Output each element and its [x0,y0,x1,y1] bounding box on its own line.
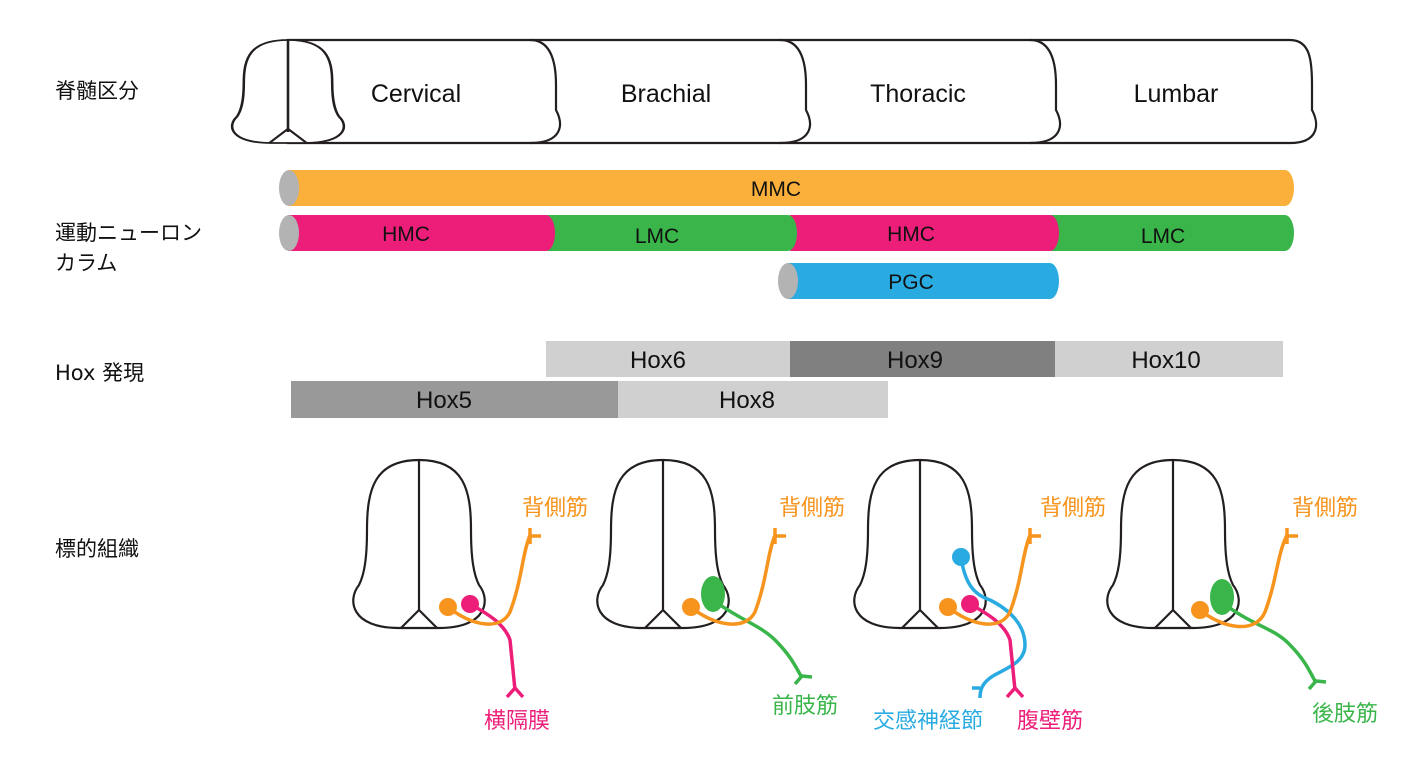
row-label-segments: 脊髄区分 [55,79,139,103]
segment-lumbar: Lumbar [1134,80,1219,108]
lmc-lumbar-label: LMC [1141,225,1185,248]
mmc-neuron [439,598,457,616]
target-abdominal-label: 腹壁筋 [1017,709,1083,734]
lmc-neuron [1210,579,1234,615]
hox6-label: Hox6 [630,347,686,374]
segment-cervical: Cervical [371,80,461,108]
hox6-bar [546,341,790,377]
hmc-cap [279,215,299,251]
pgc-neuron [952,548,970,566]
mmc-cap [279,170,299,206]
hox8-label: Hox8 [719,387,775,414]
lmc-lumbar-bar [1048,215,1294,251]
segment-thoracic: Thoracic [870,80,966,108]
spinal-cross-section [352,458,486,630]
pgc-bar [787,263,1059,299]
hox5-label: Hox5 [416,387,472,414]
spinal-cross-section [1106,458,1240,630]
target-thoracic: 背側筋 交感神経節 腹壁筋 [853,458,1106,734]
target-lumbar: 背側筋 後肢筋 [1106,458,1378,727]
hox10-label: Hox10 [1131,347,1200,374]
spinal-cross-section [596,458,730,630]
pgc-label: PGC [888,271,934,294]
hox10-bar [1055,341,1283,377]
hox-expression: Hox6 Hox9 Hox10 Hox5 Hox8 [291,341,1283,418]
spinal-cross-section [853,458,987,630]
row-label-columns-2: カラム [55,251,117,275]
hox9-bar [790,341,1055,377]
hox9-label: Hox9 [887,347,943,374]
mmc-neuron [939,598,957,616]
target-cervical: 背側筋 横隔膜 [352,458,588,734]
hmc-neuron [961,595,979,613]
lmc-neuron [701,576,725,612]
hmc-thoracic-label: HMC [887,223,935,246]
mmc-neuron [1191,601,1209,619]
row-label-targets: 標的組織 [55,537,139,561]
target-dorsal-label: 背側筋 [522,496,588,521]
hox8-bar [618,381,888,418]
lmc-brachial-bar [540,215,797,251]
target-hindlimb-label: 後肢筋 [1312,702,1378,727]
row-label-hox: Hox 発現 [55,361,144,385]
target-dorsal-label: 背側筋 [779,496,845,521]
target-forelimb-label: 前肢筋 [772,694,838,719]
lmc-brachial-label: LMC [635,225,679,248]
segment-brachial: Brachial [621,80,711,108]
target-brachial: 背側筋 前肢筋 [596,458,845,719]
hmc-cervical-label: HMC [382,223,430,246]
target-diaphragm-label: 横隔膜 [484,709,550,734]
mmc-bar [288,170,1294,206]
target-sympathetic-label: 交感神経節 [873,709,983,734]
mmc-label: MMC [751,178,801,201]
pgc-cap [778,263,798,299]
mmc-neuron [682,598,700,616]
target-dorsal-label: 背側筋 [1040,496,1106,521]
segment-cross-section [230,38,346,145]
hmc-neuron [461,595,479,613]
spinal-cord-segments: Cervical Brachial Thoracic Lumbar [230,38,1318,145]
motor-columns: MMC HMC LMC HMC LMC PGC [279,170,1294,299]
hmc-cervical-bar [288,215,555,251]
row-label-columns-1: 運動ニューロン [55,221,202,245]
hox5-bar [291,381,618,418]
hmc-thoracic-bar [790,215,1059,251]
target-dorsal-label: 背側筋 [1292,496,1358,521]
